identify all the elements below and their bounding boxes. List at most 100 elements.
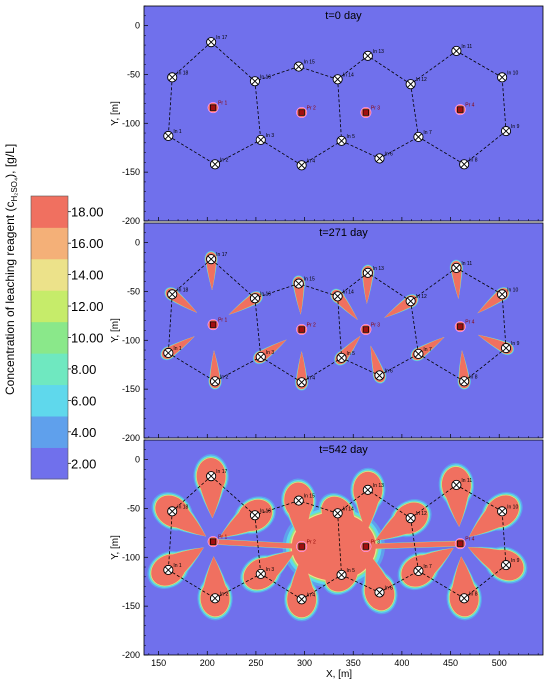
injection-well-cross — [375, 371, 384, 379]
y-tick-label: -200 — [122, 433, 140, 443]
injection-well-label: In 15 — [304, 494, 315, 500]
y-tick-label: 0 — [135, 21, 140, 31]
production-well-label: Pr 1 — [218, 101, 227, 107]
production-well: Pr 1 — [207, 535, 227, 548]
well-network — [167, 475, 507, 600]
injection-well: In 7 — [413, 564, 432, 577]
well-network — [167, 41, 507, 166]
network-line — [501, 511, 507, 566]
injection-well-cross — [414, 133, 422, 141]
injection-well-label: In 5 — [347, 351, 356, 357]
network-line — [168, 135, 216, 165]
well-network — [167, 258, 507, 383]
injection-well-cross — [211, 594, 219, 602]
network-line — [337, 489, 369, 514]
injection-well: In 13 — [362, 266, 384, 278]
injection-well: In 7 — [413, 347, 432, 360]
injection-well: In 8 — [459, 591, 478, 604]
injection-well-label: In 4 — [307, 375, 316, 381]
injection-well-cross — [502, 127, 510, 135]
network-line — [260, 356, 302, 383]
plume-tail — [370, 345, 385, 377]
injection-well-label: In 9 — [511, 558, 520, 564]
injection-well-cross — [502, 561, 510, 569]
injection-well-cross — [407, 80, 415, 88]
colorbar-segment-6 — [31, 290, 68, 323]
y-tick-label: -50 — [127, 69, 140, 79]
injection-well-cross — [207, 255, 215, 263]
x-axis-title: X, [m] — [326, 669, 352, 680]
injection-well-label: In 7 — [423, 347, 432, 353]
plume-tail — [354, 489, 382, 532]
injection-well-label: In 14 — [343, 72, 354, 78]
injection-well-cross — [295, 280, 303, 288]
network-line — [456, 50, 503, 78]
x-tick-label: 250 — [248, 658, 263, 668]
colorbar-segment-1 — [31, 447, 68, 480]
network-line — [171, 475, 212, 512]
injection-well: In 15 — [293, 277, 315, 289]
plume-tail — [296, 351, 307, 383]
injection-well-cross — [364, 269, 372, 277]
injection-well-cross — [452, 264, 460, 272]
injection-well-cross — [414, 567, 422, 575]
injection-well: In 10 — [497, 70, 518, 83]
injection-well-label: In 9 — [511, 124, 520, 130]
injection-well-label: In 10 — [507, 287, 518, 293]
injection-well-label: In 10 — [507, 70, 518, 76]
injection-well-cross — [338, 571, 346, 579]
injection-well-label: In 1 — [173, 346, 182, 352]
injection-well-cross — [295, 497, 303, 505]
y-tick-label: -200 — [122, 650, 140, 660]
injection-well-cross — [298, 378, 306, 386]
colorbar-segment-3 — [31, 384, 68, 417]
injection-well-label: In 16 — [260, 74, 271, 80]
network-line — [301, 574, 342, 600]
injection-well-label: In 1 — [173, 563, 182, 569]
injection-well-label: In 13 — [373, 266, 384, 272]
y-tick-label: -150 — [122, 601, 140, 611]
injection-well: In 14 — [332, 289, 354, 302]
network-line — [410, 301, 419, 355]
injection-well: In 14 — [332, 506, 354, 519]
injection-well-cross — [338, 354, 346, 362]
production-well: Pr 3 — [360, 106, 380, 119]
plume-tail — [365, 552, 393, 597]
injection-well-label: In 1 — [173, 129, 182, 135]
injection-well-label: In 6 — [385, 368, 394, 374]
production-well-marker — [457, 323, 464, 330]
production-well-marker — [209, 538, 217, 545]
injection-well: In 9 — [500, 124, 520, 137]
network-line — [341, 357, 380, 376]
injection-well: In 16 — [249, 508, 271, 521]
plume-tail — [209, 350, 221, 382]
injection-well-cross — [334, 509, 342, 517]
injection-well: In 11 — [451, 261, 472, 274]
injection-well-cross — [407, 514, 415, 522]
colorbar-segment-7 — [31, 258, 68, 291]
production-wells: Pr 1 Pr 2 Pr 3 Pr 4 — [207, 101, 475, 119]
injection-well-label: In 17 — [216, 35, 227, 41]
network-line — [379, 570, 419, 593]
injection-well: In 16 — [249, 74, 271, 87]
colorbar: 2.00 4.00 6.00 8.00 10.00 12.00 14.00 16.00 18.0… — [30, 195, 104, 480]
injection-well: In 4 — [296, 158, 315, 171]
injection-well: In 10 — [497, 504, 518, 517]
production-well-marker — [362, 326, 370, 333]
injection-wells: In 1 In 2 In 3 In 4 In 5 In 6 In 7 In 8 In 9 In 1… — [163, 252, 520, 388]
injection-well-label: In 4 — [307, 592, 316, 598]
injection-well-cross — [407, 297, 415, 305]
production-well: Pr 2 — [296, 540, 316, 553]
network-line — [214, 356, 261, 382]
plume-tail — [205, 259, 217, 291]
injection-well-cross — [375, 154, 384, 162]
injection-well-label: In 12 — [416, 294, 427, 300]
colorbar-segment-9 — [31, 196, 68, 228]
injection-well: In 18 — [167, 70, 189, 83]
injection-well: In 8 — [459, 374, 478, 387]
network-line — [254, 66, 299, 82]
network-line — [367, 55, 411, 85]
injection-well: In 17 — [206, 252, 227, 265]
plume-tail — [451, 267, 462, 299]
injection-well-cross — [164, 566, 172, 574]
